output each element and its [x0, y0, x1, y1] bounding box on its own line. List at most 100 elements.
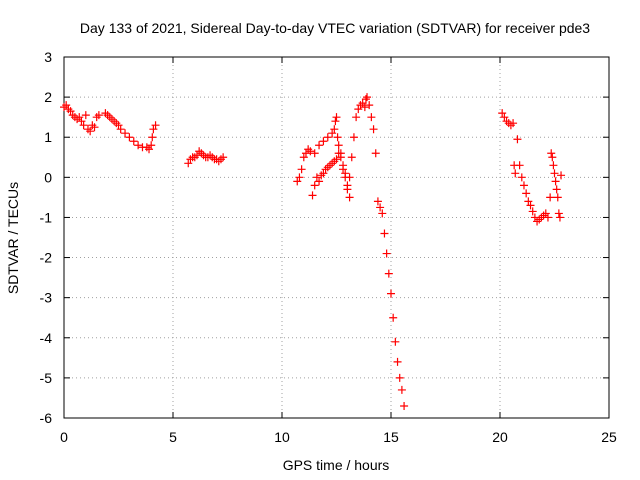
- y-tick-label: 2: [44, 89, 52, 105]
- data-point: [517, 173, 526, 182]
- series-segment-8: [546, 149, 566, 222]
- x-tick-label: 25: [601, 429, 617, 445]
- data-point: [535, 215, 544, 224]
- y-tick-label: -4: [40, 330, 53, 346]
- data-point: [380, 229, 389, 238]
- data-point: [511, 169, 520, 178]
- data-point: [378, 209, 387, 218]
- data-point: [333, 133, 342, 142]
- data-point: [541, 209, 550, 218]
- data-point: [384, 269, 393, 278]
- data-point: [522, 189, 531, 198]
- y-tick-label: 1: [44, 129, 52, 145]
- data-point: [319, 169, 328, 178]
- data-point: [502, 117, 511, 126]
- data-point: [328, 159, 337, 168]
- data-point: [90, 123, 99, 132]
- data-point: [555, 213, 564, 222]
- data-point: [315, 141, 324, 150]
- data-point: [551, 177, 560, 186]
- data-point: [190, 153, 199, 162]
- data-point: [349, 133, 358, 142]
- data-point: [356, 101, 365, 110]
- x-axis-label: GPS time / hours: [283, 457, 390, 473]
- data-point: [125, 133, 134, 142]
- series-segment-4: [293, 113, 354, 202]
- series-segment-7: [498, 109, 552, 226]
- data-point: [114, 121, 123, 130]
- data-point: [347, 153, 356, 162]
- data-point: [354, 105, 363, 114]
- data-point: [81, 111, 90, 120]
- data-point: [365, 101, 374, 110]
- series-segment-6: [373, 197, 409, 410]
- data-point: [195, 147, 204, 156]
- data-point: [101, 109, 110, 118]
- data-point: [361, 95, 370, 104]
- data-point: [332, 155, 341, 164]
- axis-ticks: 0 5 10 15 20 25 -6 -5 -4 -3 -2 -1 0 1 2 3: [40, 49, 617, 445]
- y-tick-label: -2: [40, 250, 53, 266]
- data-point: [332, 113, 341, 122]
- data-point: [352, 113, 361, 122]
- data-point: [557, 171, 566, 180]
- data-point: [129, 137, 138, 146]
- data-point: [341, 169, 350, 178]
- data-point: [330, 157, 339, 166]
- data-point: [334, 141, 343, 150]
- x-tick-label: 15: [383, 429, 399, 445]
- grid-lines: [64, 57, 609, 418]
- data-point: [293, 177, 302, 186]
- data-point: [219, 153, 228, 162]
- data-point: [382, 249, 391, 258]
- data-point: [92, 113, 101, 122]
- series-segment-1: [60, 101, 103, 136]
- data-point: [75, 113, 84, 122]
- data-point: [393, 357, 402, 366]
- data-point: [151, 121, 160, 130]
- data-point: [323, 163, 332, 172]
- data-point: [543, 213, 552, 222]
- y-tick-label: -1: [40, 209, 53, 225]
- data-point: [363, 93, 372, 102]
- data-point: [83, 125, 92, 134]
- data-point: [519, 181, 528, 190]
- data-point: [103, 111, 112, 120]
- data-point: [105, 113, 114, 122]
- data-point: [184, 159, 193, 168]
- data-point: [310, 149, 319, 158]
- data-point: [299, 153, 308, 162]
- y-tick-label: 0: [44, 169, 52, 185]
- data-point: [336, 153, 345, 162]
- data-point: [500, 113, 509, 122]
- y-tick-label: -3: [40, 290, 53, 306]
- data-point: [186, 155, 195, 164]
- data-point: [552, 185, 561, 194]
- data-point: [343, 181, 352, 190]
- data-point: [550, 169, 559, 178]
- data-point: [121, 129, 130, 138]
- data-point: [315, 177, 324, 186]
- data-point: [539, 211, 548, 220]
- data-point: [214, 157, 223, 166]
- data-point: [206, 151, 215, 160]
- data-point: [112, 119, 121, 128]
- data-point: [360, 103, 369, 112]
- data-point: [149, 125, 158, 134]
- data-point: [345, 173, 354, 182]
- data-point: [330, 125, 339, 134]
- data-point: [66, 107, 75, 116]
- data-point: [367, 113, 376, 122]
- data-point: [107, 115, 116, 124]
- data-point: [373, 197, 382, 206]
- data-point: [308, 191, 317, 200]
- data-point: [524, 197, 533, 206]
- data-point: [528, 207, 537, 216]
- x-tick-label: 5: [169, 429, 177, 445]
- data-point: [328, 129, 337, 138]
- data-point: [389, 313, 398, 322]
- data-point: [334, 149, 343, 158]
- series-segment-2: [101, 109, 160, 154]
- data-point: [297, 165, 306, 174]
